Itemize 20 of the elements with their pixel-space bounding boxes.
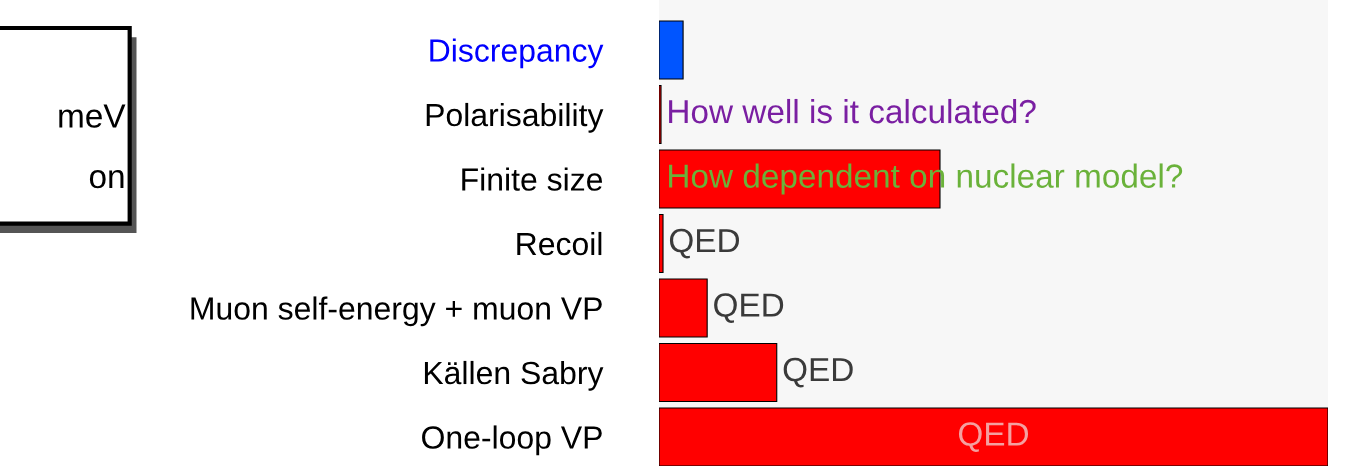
- y-tick-label: Muon self-energy + muon VP: [191, 296, 602, 327]
- y-tick-label: Källen Sabry: [424, 360, 604, 391]
- text: meV: [59, 104, 126, 128]
- annotation: How well is it calculated?: [669, 98, 1036, 124]
- bar: [659, 213, 664, 274]
- annotation: QED: [669, 228, 740, 259]
- bar: [659, 342, 778, 403]
- annotation: QED: [714, 293, 784, 323]
- bar: [659, 20, 684, 80]
- text: on: [89, 170, 124, 189]
- bar: [659, 84, 662, 145]
- bar: [659, 278, 708, 338]
- y-tick-label: Recoil: [517, 231, 602, 256]
- y-tick-label: One-loop VP: [422, 425, 602, 456]
- annotation: QED: [783, 357, 853, 388]
- annotation: QED: [958, 422, 1029, 452]
- y-tick-label: Discrepancy: [430, 38, 604, 69]
- bar: [659, 407, 1328, 466]
- y-tick-label: Polarisability: [426, 102, 604, 133]
- y-tick-label: Finite size: [462, 167, 603, 191]
